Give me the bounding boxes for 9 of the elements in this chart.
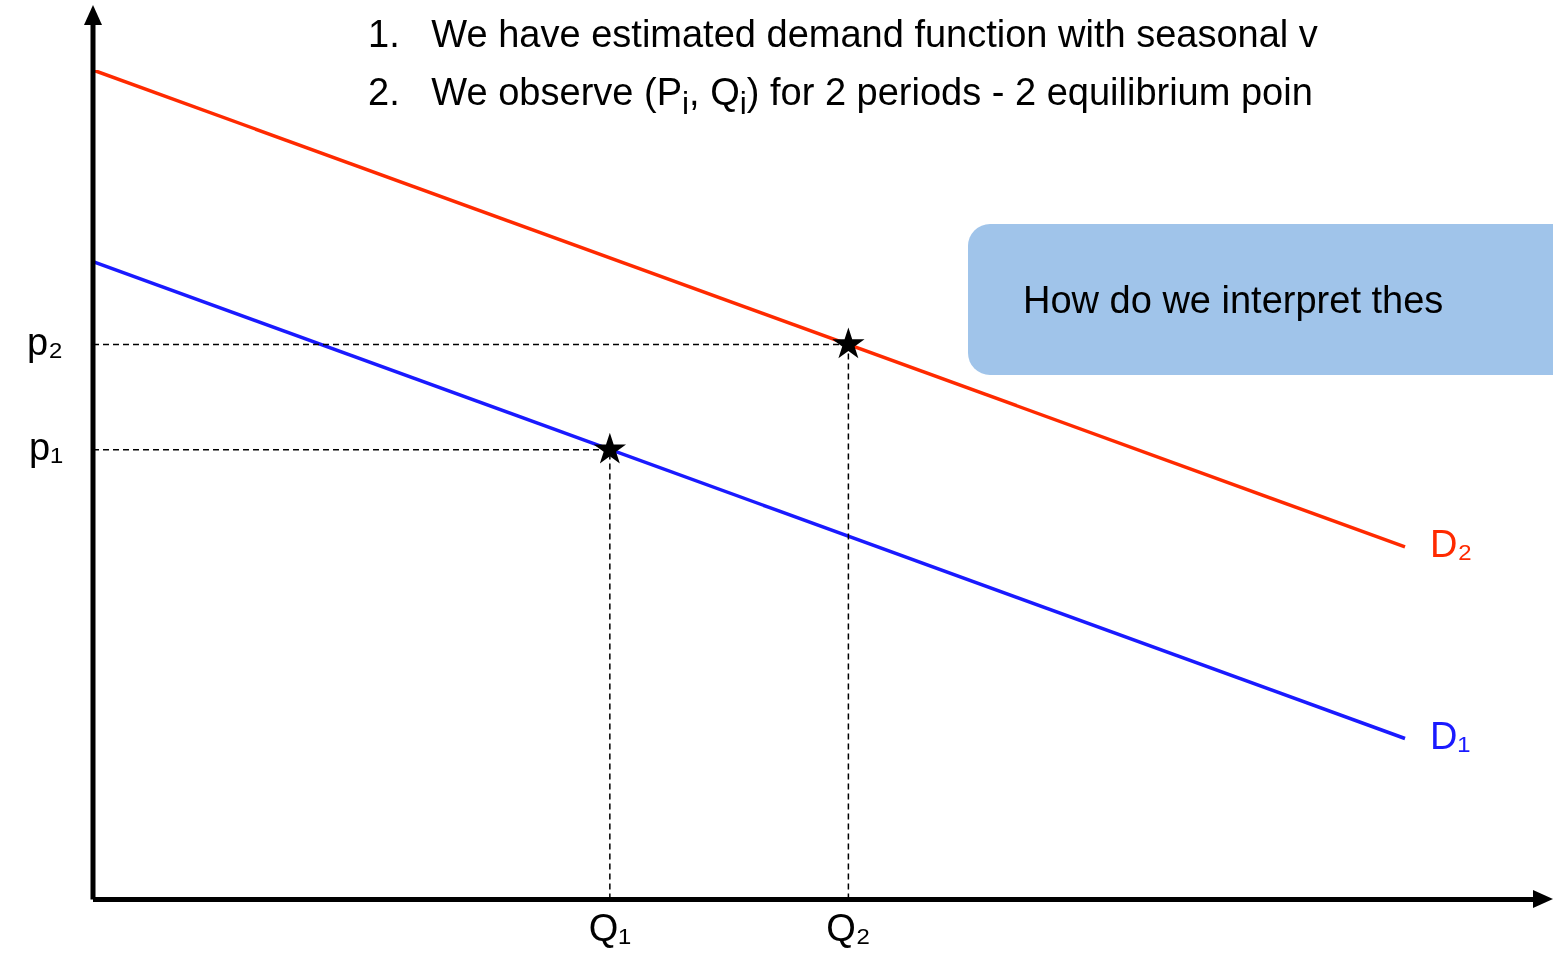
series-label: D₁ bbox=[1430, 714, 1471, 757]
annotation: How do we interpret thes bbox=[1023, 279, 1444, 321]
x-tick-label: Q₁ bbox=[588, 906, 632, 949]
series-label: D₂ bbox=[1430, 523, 1473, 566]
annotation: p₂ bbox=[27, 321, 63, 364]
annotation: 2. We observe (P$_{i}$, Q$_{i}$) for 2 periods - 2 equilibrium poin bbox=[368, 71, 1313, 121]
x-tick-label: Q₂ bbox=[826, 906, 871, 949]
annotation: p₁ bbox=[29, 426, 63, 469]
text: 1. We have estimated demand function with seasonal v bbox=[368, 13, 1318, 55]
